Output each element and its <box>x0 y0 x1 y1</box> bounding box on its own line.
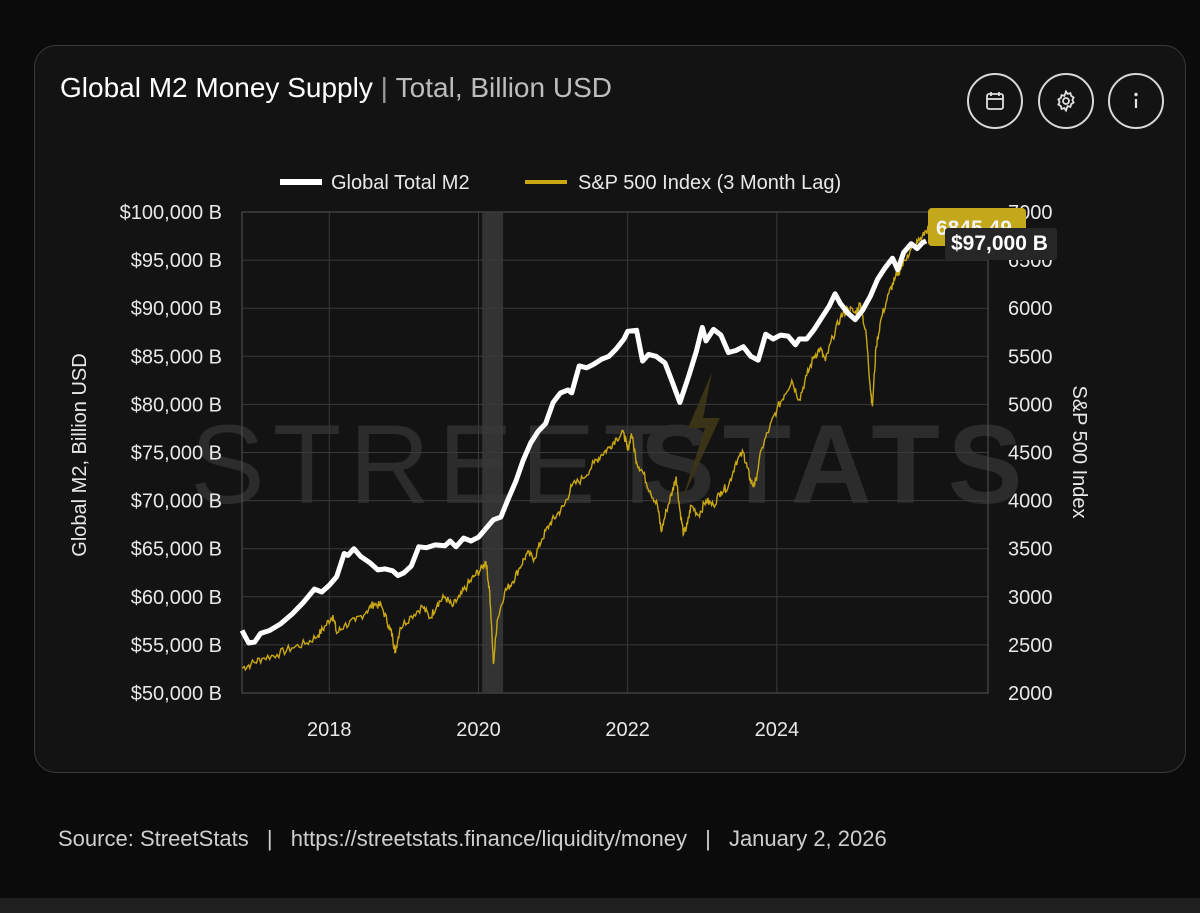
grid <box>241 211 989 694</box>
spx-series-line <box>241 222 931 672</box>
y-right-tick-label: 2500 <box>1008 635 1053 657</box>
info-icon <box>1134 92 1138 108</box>
settings-button[interactable] <box>1038 73 1094 129</box>
y-left-tick-label: $55,000 B <box>131 635 222 657</box>
x-tick-label: 2020 <box>456 719 501 741</box>
legend-m2-label[interactable]: Global Total M2 <box>331 172 470 194</box>
plot-border <box>241 211 989 694</box>
y-right-tick-label: 5500 <box>1008 346 1053 368</box>
x-tick-label: 2024 <box>755 719 800 741</box>
legend-spx-label[interactable]: S&P 500 Index (3 Month Lag) <box>578 172 841 194</box>
recession-band <box>482 212 504 693</box>
calendar-icon <box>986 92 1004 110</box>
y-left-tick-label: $90,000 B <box>131 298 222 320</box>
y-left-tick-label: $65,000 B <box>131 539 222 561</box>
footer: Source: StreetStats | https://streetstat… <box>58 826 887 852</box>
m2-last-value: $97,000 B <box>951 232 1048 255</box>
title-separator: | <box>380 72 388 103</box>
footer-date: January 2, 2026 <box>728 826 887 851</box>
watermark-street: STREET <box>190 402 680 527</box>
m2-series-line <box>239 238 928 646</box>
y-right-tick-label: 2000 <box>1008 683 1053 705</box>
y-left-tick-label: $95,000 B <box>131 250 222 272</box>
gear-icon <box>1057 89 1075 113</box>
y-left-tick-label: $85,000 B <box>131 346 222 368</box>
bottom-bar <box>0 898 1200 913</box>
y-right-tick-label: 6000 <box>1008 298 1053 320</box>
m2-last-badge <box>945 228 1057 260</box>
x-tick-label: 2018 <box>307 719 352 741</box>
y-left-tick-label: $70,000 B <box>131 491 222 513</box>
axes: $100,000 B $95,000 B $90,000 B $85,000 B $80… <box>120 202 1053 741</box>
info-button[interactable] <box>1108 73 1164 129</box>
y-left-tick-label: $75,000 B <box>131 443 222 465</box>
calendar-button[interactable] <box>967 73 1023 129</box>
y-left-tick-label: $80,000 B <box>131 394 222 416</box>
footer-url[interactable]: https://streetstats.finance/liquidity/mo… <box>290 826 687 851</box>
title-main: Global M2 Money Supply <box>60 72 373 103</box>
y-left-tick-label: $50,000 B <box>131 683 222 705</box>
chart-title: Global M2 Money Supply | Total, Billion … <box>60 72 612 104</box>
footer-pipe-2: | <box>705 826 711 851</box>
y-right-tick-label: 4500 <box>1008 443 1053 465</box>
footer-source-label: Source: <box>58 826 134 851</box>
title-subtitle: Total, Billion USD <box>395 72 612 103</box>
footer-source-name[interactable]: StreetStats <box>139 826 249 851</box>
y-right-axis-title: S&P 500 Index <box>1068 385 1090 518</box>
y-right-tick-label: 3000 <box>1008 587 1053 609</box>
chart-card <box>34 45 1186 773</box>
y-left-tick-label: $60,000 B <box>131 587 222 609</box>
footer-pipe-1: | <box>266 826 273 851</box>
y-right-tick-label: 5000 <box>1008 394 1053 416</box>
y-left-tick-label: $100,000 B <box>120 202 222 224</box>
x-tick-label: 2022 <box>605 719 650 741</box>
y-left-axis-title: Global M2, Billion USD <box>69 353 91 556</box>
y-right-tick-label: 4000 <box>1008 491 1053 513</box>
y-right-tick-label: 3500 <box>1008 539 1053 561</box>
